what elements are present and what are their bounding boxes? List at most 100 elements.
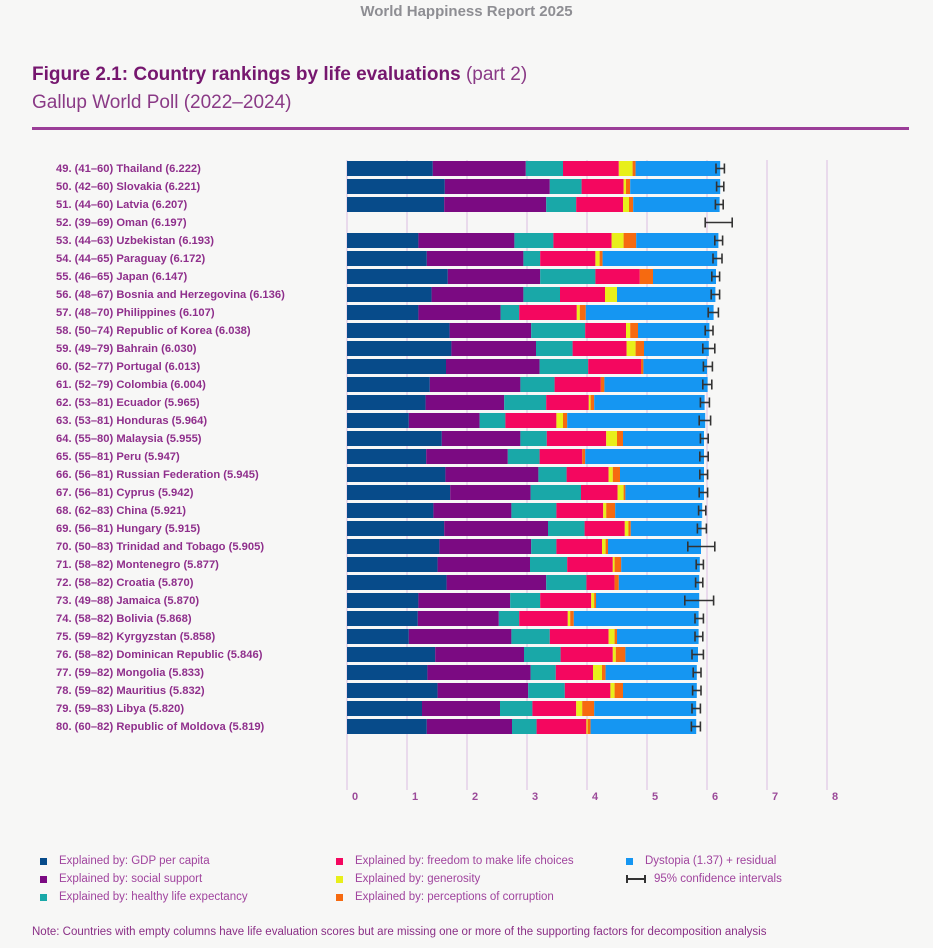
bar-segment-generosity (586, 719, 588, 734)
country-label: 79. (59–83) Libya (5.820) (56, 703, 184, 715)
bar-segment-freedom (549, 629, 609, 644)
bar-segment-health (540, 269, 596, 284)
x-tick-label: 4 (592, 791, 599, 803)
country-label: 67. (56–81) Cyprus (5.942) (56, 487, 194, 499)
country-label: 68. (62–83) China (5.921) (56, 505, 186, 517)
bar-segment-dystopia (644, 341, 709, 356)
bar-segment-health (528, 683, 565, 698)
bar-segment-social (437, 683, 529, 698)
bar-segment-health (500, 701, 533, 716)
bar-segment-gdp (347, 485, 451, 500)
country-label: 54. (44–65) Paraguay (6.172) (56, 253, 206, 265)
x-tick-label: 5 (652, 791, 658, 803)
bar-segment-dystopia (608, 539, 701, 554)
bar-segment-dystopia (630, 521, 702, 536)
bar-segment-dystopia (573, 611, 699, 626)
bar-segment-freedom (519, 611, 568, 626)
bar-segment-gdp (347, 269, 448, 284)
bar-segment-gdp (347, 629, 409, 644)
figure-title-main: Figure 2.1: Country rankings by life eva… (32, 64, 461, 85)
bar-segment-gdp (347, 287, 432, 302)
legend-column-1: Explained by: GDP per capita Explained b… (40, 852, 248, 906)
bar-segment-social (446, 575, 547, 590)
bar-segment-health (523, 287, 560, 302)
bar-segment-dystopia (617, 629, 699, 644)
legend-column-3: Dystopia (1.37) + residual 95% confidenc… (626, 852, 782, 888)
bar-segment-corruption (606, 503, 616, 518)
legend-label: Explained by: generosity (355, 873, 481, 885)
country-label: 56. (48–67) Bosnia and Herzegovina (6.13… (56, 289, 285, 301)
bar-segment-dystopia (602, 251, 718, 266)
bar-segment-gdp (347, 665, 428, 680)
country-label: 73. (49–88) Jamaica (5.870) (56, 595, 199, 607)
bar-segment-freedom (586, 575, 615, 590)
bar-segment-freedom (566, 467, 609, 482)
bar-segment-corruption (639, 269, 653, 284)
bar-segment-dystopia (621, 557, 700, 572)
bar-segment-corruption (617, 431, 623, 446)
bar-segment-corruption (635, 341, 644, 356)
legend-label: Explained by: GDP per capita (59, 855, 210, 867)
bar-segment-dystopia (594, 395, 705, 410)
bar-segment-health (511, 503, 557, 518)
bar-segment-generosity (617, 485, 624, 500)
bar-segment-dystopia (585, 449, 704, 464)
bar-segment-social (444, 179, 550, 194)
bar-segment-social (450, 485, 531, 500)
bar-segment-generosity (605, 287, 617, 302)
bar-segment-corruption (563, 413, 568, 428)
bar-segment-generosity (603, 503, 607, 518)
bar-segment-freedom (581, 485, 618, 500)
bar-segment-health (479, 413, 506, 428)
bar-segment-social (432, 161, 526, 176)
legend-swatch-freedom (336, 857, 343, 865)
bar-segment-dystopia (590, 719, 697, 734)
legend-item-freedom: Explained by: freedom to make life choic… (336, 852, 574, 870)
legend-item-health: Explained by: healthy life expectancy (40, 888, 248, 906)
bar-segment-freedom (519, 305, 577, 320)
bar-segment-social (445, 467, 539, 482)
country-label: 76. (58–82) Dominican Republic (5.846) (56, 649, 263, 661)
confidence-interval-icon (626, 875, 646, 883)
bar-segment-generosity (608, 467, 613, 482)
bar-segment-generosity (618, 161, 633, 176)
bar-segment-social (418, 233, 515, 248)
footnote: Note: Countries with empty columns have … (32, 926, 767, 938)
legend-swatch-health (40, 893, 47, 901)
legend-column-2: Explained by: freedom to make life choic… (336, 852, 574, 906)
legend-label: Dystopia (1.37) + residual (645, 855, 777, 867)
bar-segment-dystopia (567, 413, 706, 428)
bar-segment-corruption (590, 395, 595, 410)
bar-segment-health (549, 179, 582, 194)
legend-label: Explained by: perceptions of corruption (355, 891, 554, 903)
bar-segment-freedom (585, 323, 626, 338)
bar-segment-gdp (347, 467, 446, 482)
bar-segment-social (418, 305, 501, 320)
bar-segment-dystopia (653, 269, 716, 284)
figure-title: Figure 2.1: Country rankings by life eva… (32, 64, 527, 86)
bar-segment-corruption (629, 197, 634, 212)
bar-segment-freedom (567, 557, 613, 572)
bar-segment-gdp (347, 341, 452, 356)
country-label: 70. (50–83) Trinidad and Tobago (5.905) (56, 541, 264, 553)
bar-segment-social (408, 629, 512, 644)
bar-segment-health (500, 305, 520, 320)
bar-segment-gdp (347, 431, 442, 446)
bar-segment-health (510, 593, 541, 608)
bar-segment-social (427, 665, 531, 680)
country-label: 77. (59–82) Mongolia (5.833) (56, 667, 204, 679)
country-label: 59. (49–79) Bahrain (6.030) (56, 343, 197, 355)
bar-segment-corruption (626, 179, 631, 194)
bar-segment-freedom (560, 287, 605, 302)
country-label: 51. (44–60) Latvia (6.207) (56, 199, 187, 211)
x-tick-label: 2 (472, 791, 478, 803)
title-divider (32, 127, 909, 130)
bar-segment-gdp (347, 323, 450, 338)
bar-segment-gdp (347, 647, 436, 662)
bar-segment-social (426, 251, 524, 266)
x-tick-label: 1 (412, 791, 418, 803)
bar-segment-health (531, 323, 586, 338)
bar-segment-social (426, 719, 512, 734)
bar-segment-dystopia (596, 593, 700, 608)
bar-segment-health (538, 467, 567, 482)
